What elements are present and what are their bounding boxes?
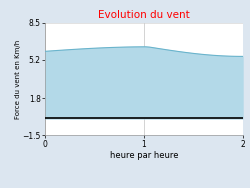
Title: Evolution du vent: Evolution du vent [98, 10, 190, 20]
Y-axis label: Force du vent en Km/h: Force du vent en Km/h [15, 39, 21, 119]
X-axis label: heure par heure: heure par heure [110, 151, 178, 160]
